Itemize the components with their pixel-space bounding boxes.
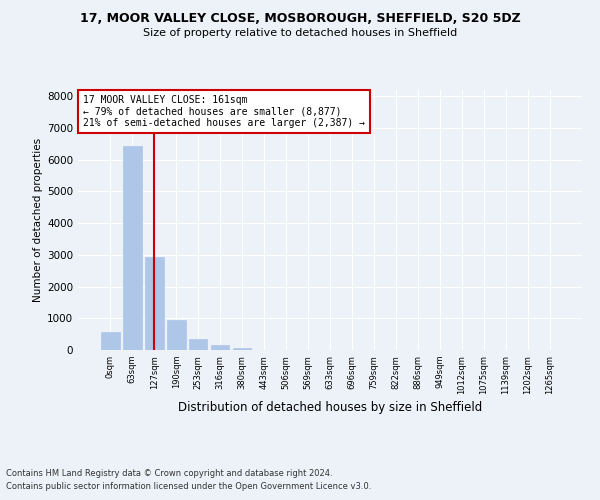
Y-axis label: Number of detached properties: Number of detached properties — [33, 138, 43, 302]
Bar — [233, 348, 251, 350]
Text: Size of property relative to detached houses in Sheffield: Size of property relative to detached ho… — [143, 28, 457, 38]
Text: 17 MOOR VALLEY CLOSE: 161sqm
← 79% of detached houses are smaller (8,877)
21% of: 17 MOOR VALLEY CLOSE: 161sqm ← 79% of de… — [83, 95, 365, 128]
Bar — [145, 258, 164, 350]
X-axis label: Distribution of detached houses by size in Sheffield: Distribution of detached houses by size … — [178, 401, 482, 414]
Bar — [123, 146, 142, 350]
Bar — [101, 332, 119, 350]
Bar — [211, 345, 229, 350]
Bar — [167, 320, 185, 350]
Text: 17, MOOR VALLEY CLOSE, MOSBOROUGH, SHEFFIELD, S20 5DZ: 17, MOOR VALLEY CLOSE, MOSBOROUGH, SHEFF… — [80, 12, 520, 26]
Text: Contains public sector information licensed under the Open Government Licence v3: Contains public sector information licen… — [6, 482, 371, 491]
Text: Contains HM Land Registry data © Crown copyright and database right 2024.: Contains HM Land Registry data © Crown c… — [6, 468, 332, 477]
Bar — [189, 338, 208, 350]
